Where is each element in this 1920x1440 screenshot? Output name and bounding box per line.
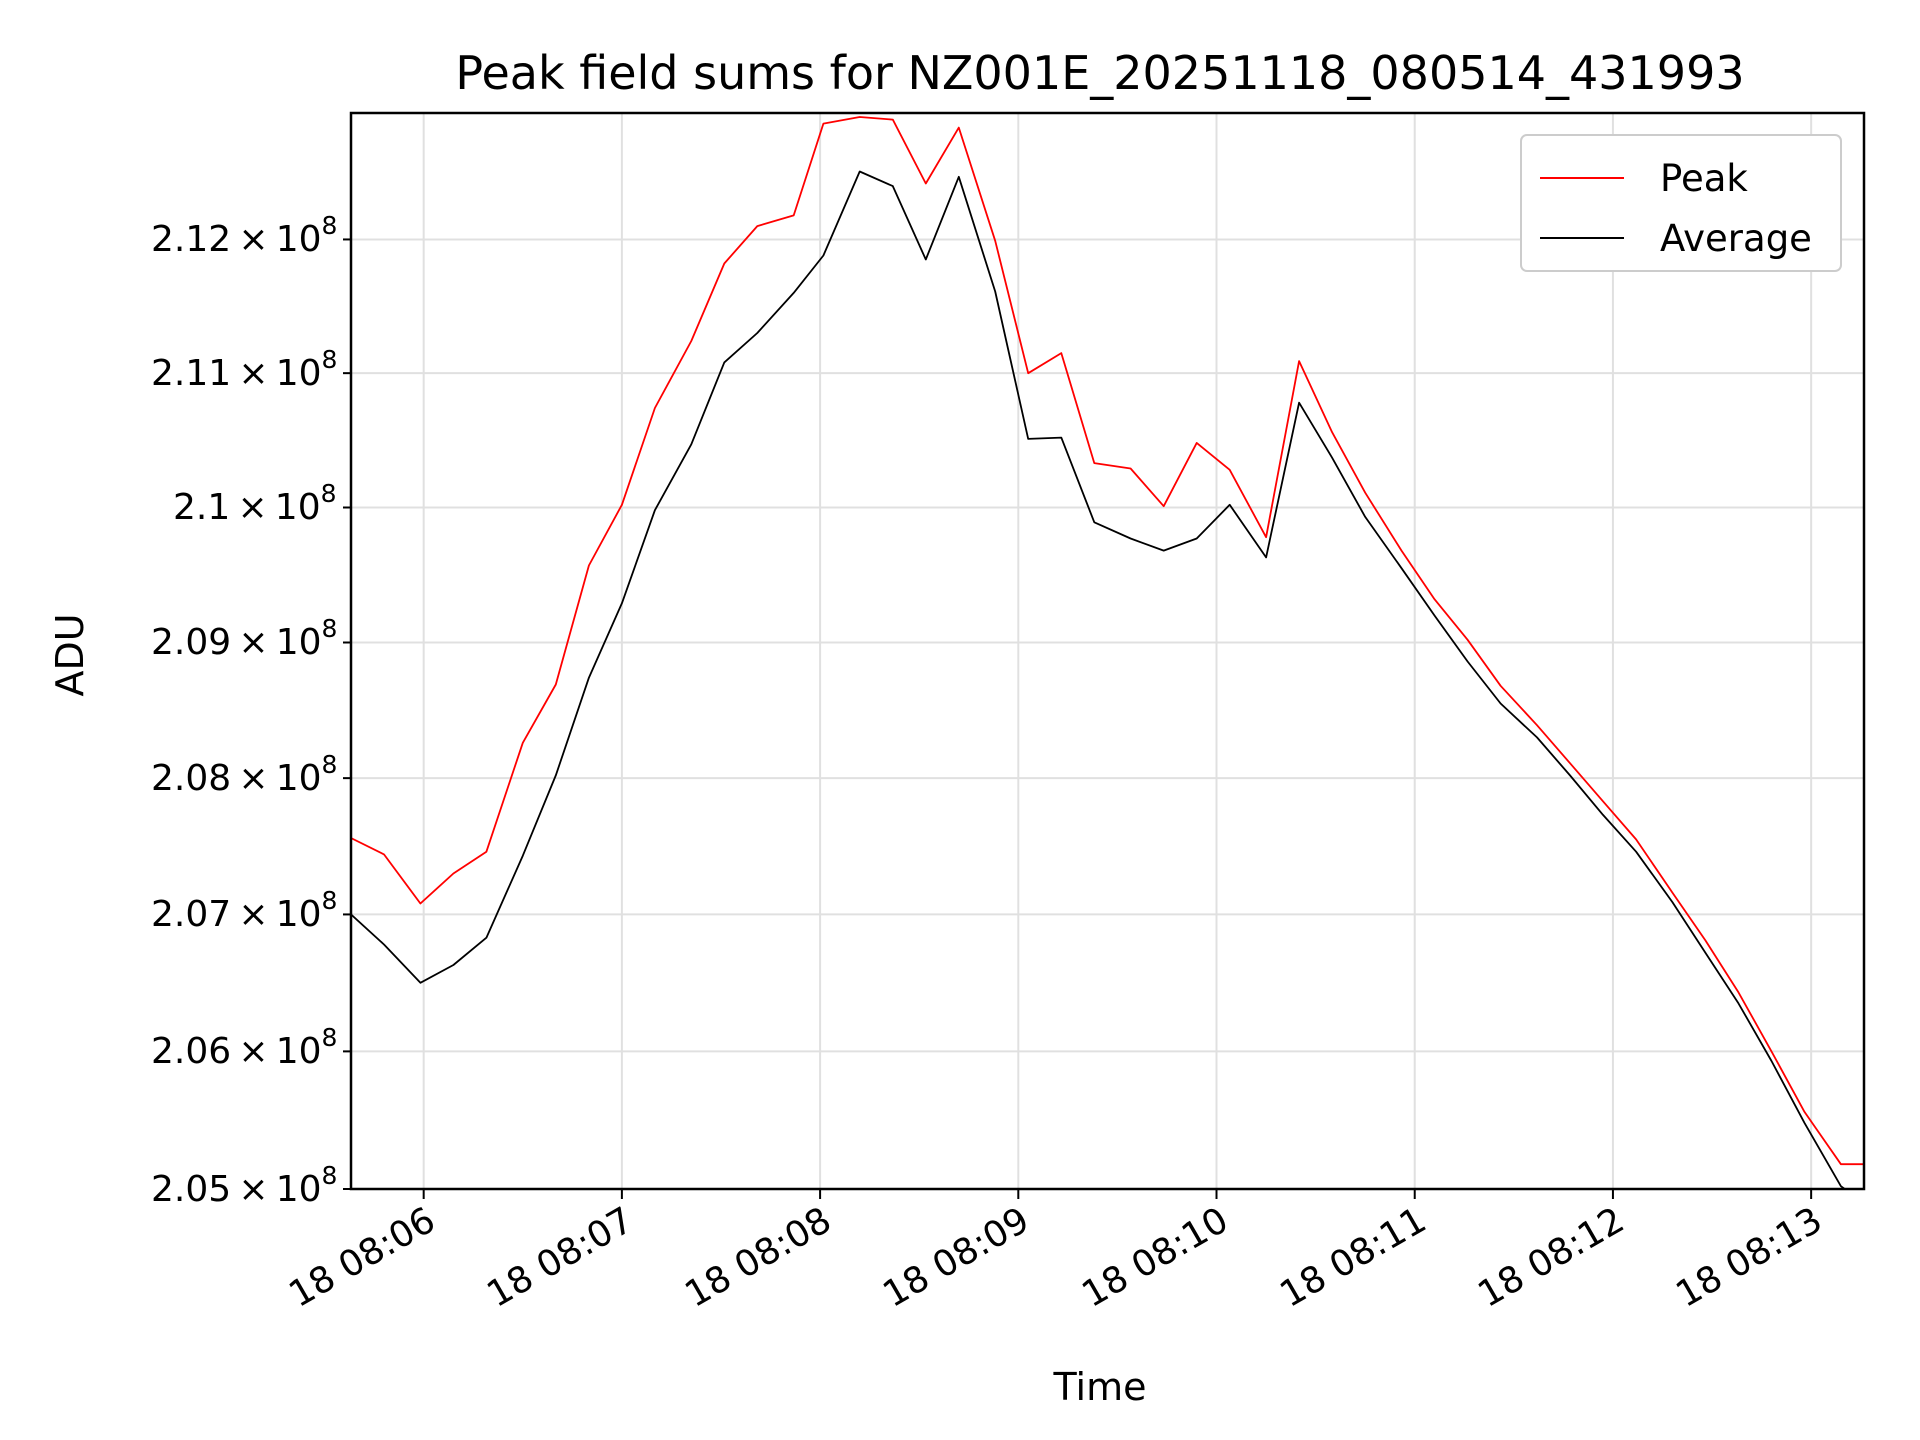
y-tick-mantissa: 2.07 × 10 xyxy=(151,893,322,935)
y-tick-label: 2.05 × 108 xyxy=(151,1163,337,1210)
legend: Peak Average xyxy=(1520,134,1842,272)
series-line-average xyxy=(351,170,1847,1189)
y-tick-exponent: 8 xyxy=(321,749,338,779)
y-tick-exponent: 8 xyxy=(321,210,338,240)
y-tick-mantissa: 2.08 × 10 xyxy=(151,757,322,799)
y-tick-exponent: 8 xyxy=(321,613,338,643)
legend-swatch-average xyxy=(1540,237,1624,239)
series-line-peak xyxy=(351,116,1864,1166)
x-axis-label: Time xyxy=(1053,1365,1147,1409)
y-tick-mantissa: 2.1 × 10 xyxy=(173,487,321,528)
y-tick-exponent: 8 xyxy=(321,885,338,915)
y-tick-label: 2.07 × 108 xyxy=(151,888,337,935)
legend-label-peak: Peak xyxy=(1660,156,1748,200)
y-tick-mantissa: 2.06 × 10 xyxy=(151,1030,322,1072)
plot-frame xyxy=(349,111,1866,1191)
y-tick-exponent: 8 xyxy=(321,1160,338,1190)
y-tick-exponent: 8 xyxy=(321,1022,338,1052)
y-tick-label: 2.09 × 108 xyxy=(151,616,337,663)
y-tick-label: 2.12 × 108 xyxy=(151,213,337,260)
y-tick-mantissa: 2.09 × 10 xyxy=(151,621,322,663)
y-tick-label: 2.08 × 108 xyxy=(151,752,337,799)
y-tick-label: 2.1 × 108 xyxy=(173,481,337,528)
y-tick-mantissa: 2.05 × 10 xyxy=(151,1168,322,1210)
y-tick-mantissa: 2.12 × 10 xyxy=(151,218,322,260)
legend-swatch-peak xyxy=(1540,177,1624,179)
y-tick-mantissa: 2.11 × 10 xyxy=(151,352,322,394)
y-axis-label: ADU xyxy=(48,613,92,697)
legend-item-peak: Peak xyxy=(1540,156,1748,200)
y-tick-label: 2.11 × 108 xyxy=(151,347,337,394)
tick-marks xyxy=(343,238,1813,1199)
series-lines xyxy=(351,116,1864,1189)
chart-title: Peak field sums for NZ001E_20251118_0805… xyxy=(455,46,1745,100)
legend-item-average: Average xyxy=(1540,216,1812,260)
y-tick-exponent: 8 xyxy=(321,344,338,374)
legend-label-average: Average xyxy=(1660,216,1812,260)
y-tick-label: 2.06 × 108 xyxy=(151,1025,337,1072)
plot-area-background xyxy=(351,113,1864,1189)
y-tick-exponent: 8 xyxy=(320,479,337,508)
